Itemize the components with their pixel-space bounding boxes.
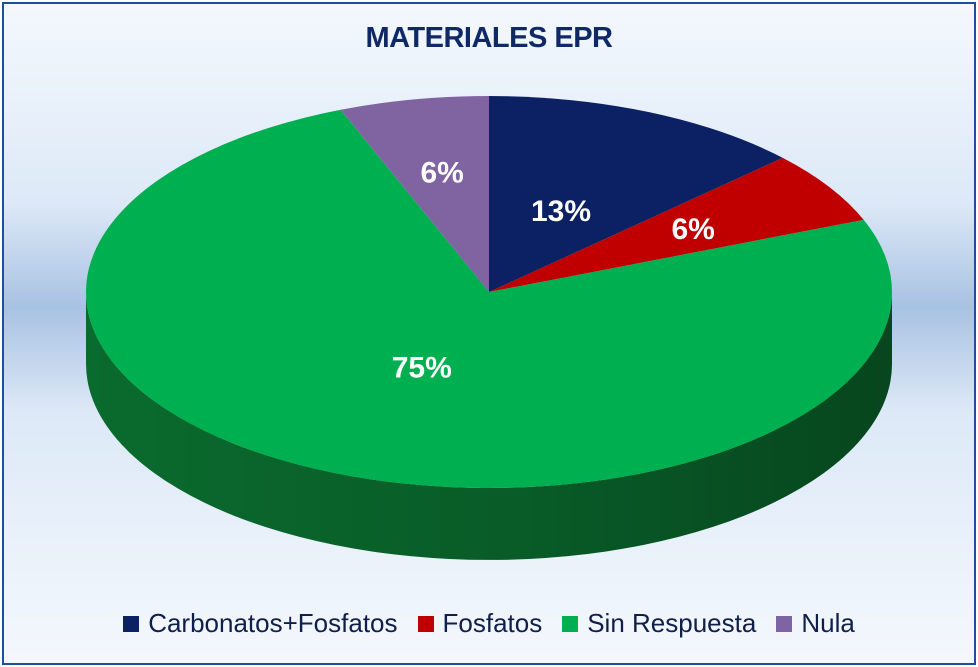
pie-sides — [86, 292, 892, 560]
legend-item-nula[interactable]: Nula — [776, 608, 855, 639]
slice-sin-respuesta[interactable] — [86, 109, 893, 489]
slice-sin-respuesta-side-shade — [86, 292, 892, 560]
legend-swatch — [562, 615, 579, 632]
legend-label: Carbonatos+Fosfatos — [148, 608, 398, 638]
legend-swatch — [776, 615, 793, 632]
legend-swatch — [417, 615, 434, 632]
legend-item-sin-respuesta[interactable]: Sin Respuesta — [562, 608, 756, 639]
legend: Carbonatos+Fosfatos Fosfatos Sin Respues… — [0, 608, 978, 639]
slice-fosfatos-label: 6% — [671, 213, 714, 246]
slice-carbonatos-fosfatos-label: 13% — [531, 195, 591, 228]
legend-item-fosfatos[interactable]: Fosfatos — [417, 608, 543, 639]
pie-slices — [86, 96, 893, 489]
slice-fosfatos[interactable] — [489, 157, 864, 292]
legend-label: Sin Respuesta — [587, 608, 757, 638]
legend-label: Fosfatos — [442, 608, 543, 638]
slice-nula[interactable] — [340, 96, 489, 292]
legend-swatch — [123, 615, 140, 632]
legend-item-carbonatos-fosfatos[interactable]: Carbonatos+Fosfatos — [123, 608, 398, 639]
slice-sin-respuesta-label: 75% — [392, 352, 452, 385]
pie-data-labels: 13% 6% 75% 6% — [392, 157, 715, 385]
legend-label: Nula — [801, 608, 855, 638]
chart-title: MATERIALES EPR — [365, 22, 613, 54]
slice-carbonatos-fosfatos[interactable] — [489, 96, 783, 292]
slice-nula-label: 6% — [421, 157, 464, 190]
